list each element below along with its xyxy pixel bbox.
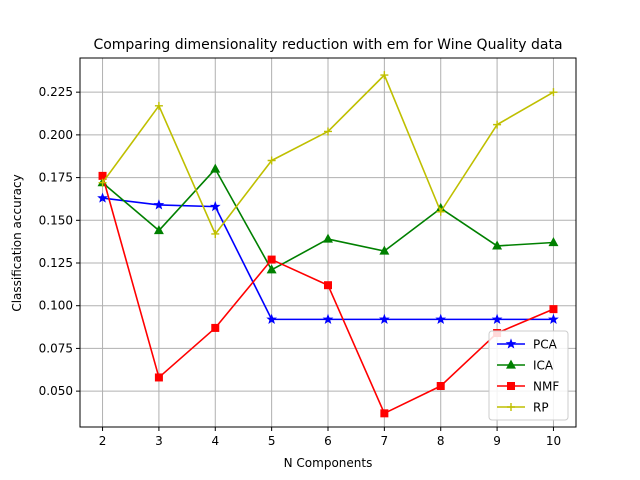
data-point-pca	[548, 313, 559, 324]
x-tick-label: 2	[99, 434, 107, 448]
y-tick-label: 0.200	[39, 128, 73, 142]
data-point-pca	[266, 313, 278, 324]
y-tick-label: 0.175	[39, 171, 73, 185]
data-point-pca	[378, 313, 390, 324]
data-point-ica	[210, 163, 221, 173]
y-tick-label: 0.075	[39, 341, 73, 355]
data-point-ica	[266, 264, 277, 274]
series-rp	[98, 71, 558, 238]
legend: PCA ICA NMF RP	[488, 330, 569, 421]
data-point-rp	[493, 120, 502, 129]
legend-label-rp: RP	[533, 401, 549, 415]
legend-item-nmf: NMF	[497, 380, 559, 394]
legend-marker-rp	[507, 403, 515, 411]
data-point-pca	[491, 313, 503, 324]
chart-title: Comparing dimensionality reduction with …	[93, 37, 562, 53]
y-tick-label: 0.150	[39, 213, 73, 227]
x-tick-label: 4	[211, 434, 219, 448]
data-point-rp	[211, 229, 220, 238]
data-point-rp	[267, 156, 276, 165]
legend-item-ica: ICA	[497, 359, 554, 373]
data-point-nmf	[549, 305, 558, 314]
x-axis: 2 3 4 5 6 7 8 9 10	[99, 427, 561, 448]
x-tick-label: 9	[493, 434, 501, 448]
data-point-nmf	[380, 409, 389, 418]
data-point-ica	[379, 245, 390, 255]
y-axis: 0.050 0.075 0.100 0.125 0.150 0.175 0.200 0.225	[39, 85, 80, 398]
x-tick-label: 8	[437, 434, 445, 448]
data-point-rp	[98, 178, 107, 187]
data-point-pca	[153, 199, 165, 210]
data-point-pca	[97, 192, 108, 203]
legend-marker-ica	[506, 359, 516, 369]
legend-box	[488, 330, 569, 421]
data-point-ica	[548, 237, 559, 247]
series-group	[97, 71, 559, 418]
grid	[80, 58, 576, 427]
x-tick-label: 10	[546, 434, 561, 448]
data-point-nmf	[436, 381, 445, 390]
legend-marker-nmf	[506, 381, 515, 390]
legend-item-rp: RP	[497, 401, 549, 415]
x-tick-label: 7	[381, 434, 389, 448]
data-point-nmf	[154, 373, 163, 382]
x-tick-label: 6	[324, 434, 332, 448]
x-tick-label: 5	[268, 434, 276, 448]
x-tick-label: 3	[155, 434, 163, 448]
y-axis-label: Classification accuracy	[10, 174, 24, 311]
y-tick-label: 0.225	[39, 85, 73, 99]
data-point-rp	[324, 127, 332, 136]
data-point-rp	[380, 71, 389, 80]
data-point-pca	[435, 313, 447, 324]
legend-marker-pca	[505, 338, 517, 349]
y-tick-label: 0.125	[39, 256, 73, 270]
y-tick-label: 0.100	[39, 299, 73, 313]
data-point-ica	[323, 233, 333, 243]
data-point-rp	[549, 88, 558, 97]
data-point-rp	[154, 101, 163, 110]
legend-label-nmf: NMF	[533, 380, 559, 394]
legend-label-ica: ICA	[533, 359, 554, 373]
data-point-rp	[436, 207, 445, 216]
legend-label-pca: PCA	[533, 338, 558, 352]
data-point-nmf	[211, 323, 220, 332]
series-pca	[97, 192, 559, 324]
data-point-pca	[209, 200, 221, 212]
x-axis-label: N Components	[284, 456, 373, 470]
data-point-pca	[322, 313, 334, 324]
data-point-ica	[153, 225, 164, 235]
y-tick-label: 0.050	[39, 384, 73, 398]
data-point-nmf	[323, 281, 332, 290]
legend-item-pca: PCA	[497, 338, 558, 352]
data-point-ica	[492, 240, 503, 250]
data-point-nmf	[267, 255, 276, 264]
